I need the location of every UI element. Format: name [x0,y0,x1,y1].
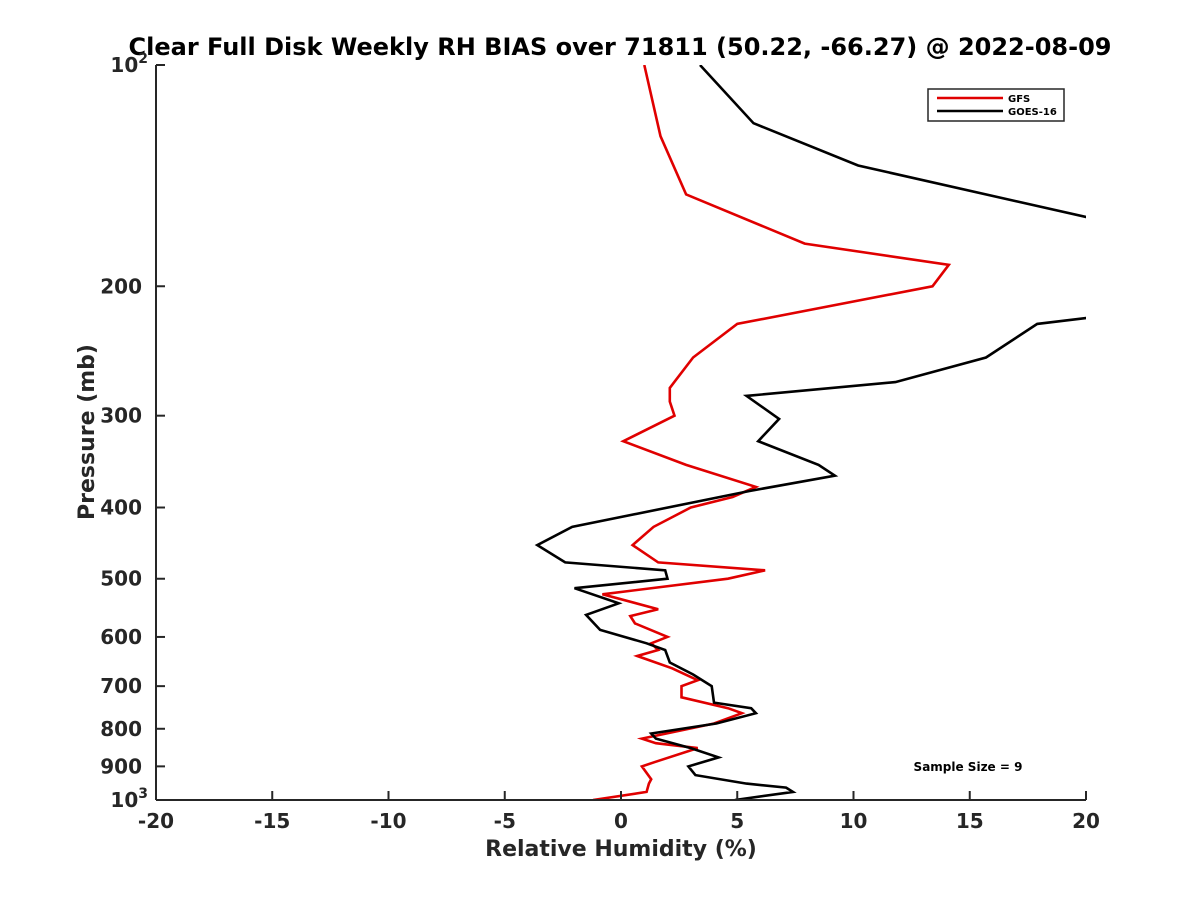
chart-title: Clear Full Disk Weekly RH BIAS over 7181… [129,33,1112,61]
series-line-goes-16 [534,65,1086,800]
y-tick-label: 103 [110,786,148,812]
x-tick-label: -5 [494,809,516,833]
legend-label-gfs: GFS [1008,94,1030,105]
sample-size-annotation: Sample Size = 9 [914,760,1023,774]
series-layer [534,65,1086,800]
y-ticks: 102 200 300 400 500 600 700 800 900 103 [100,51,165,812]
x-tick-label: 0 [614,809,628,833]
legend-box [927,88,1065,122]
y-tick-label: 300 [100,404,142,428]
x-tick-label: -20 [138,809,174,833]
y-tick-label: 800 [100,717,142,741]
y-tick-label: 400 [100,496,142,520]
x-tick-label: 20 [1072,809,1100,833]
y-axis-label: Pressure (mb) [75,344,100,520]
x-tick-label: -15 [254,809,290,833]
y-tick-label: 500 [100,567,142,591]
legend-label-goes16: GOES-16 [1008,107,1057,118]
x-tick-label: 15 [956,809,984,833]
x-tick-label: 10 [840,809,868,833]
y-tick-label: 600 [100,625,142,649]
legend: GFS GOES-16 [927,88,1065,122]
y-tick-label: 102 [110,51,148,77]
x-ticks: -20 -15 -10 -5 0 5 10 15 20 [138,791,1100,833]
y-tick-label: 200 [100,274,142,298]
x-axis-label: Relative Humidity (%) [485,837,757,862]
x-tick-label: -10 [370,809,406,833]
y-tick-label: 700 [100,674,142,698]
x-tick-label: 5 [730,809,744,833]
series-line-gfs [592,65,952,800]
y-tick-label: 900 [100,754,142,778]
